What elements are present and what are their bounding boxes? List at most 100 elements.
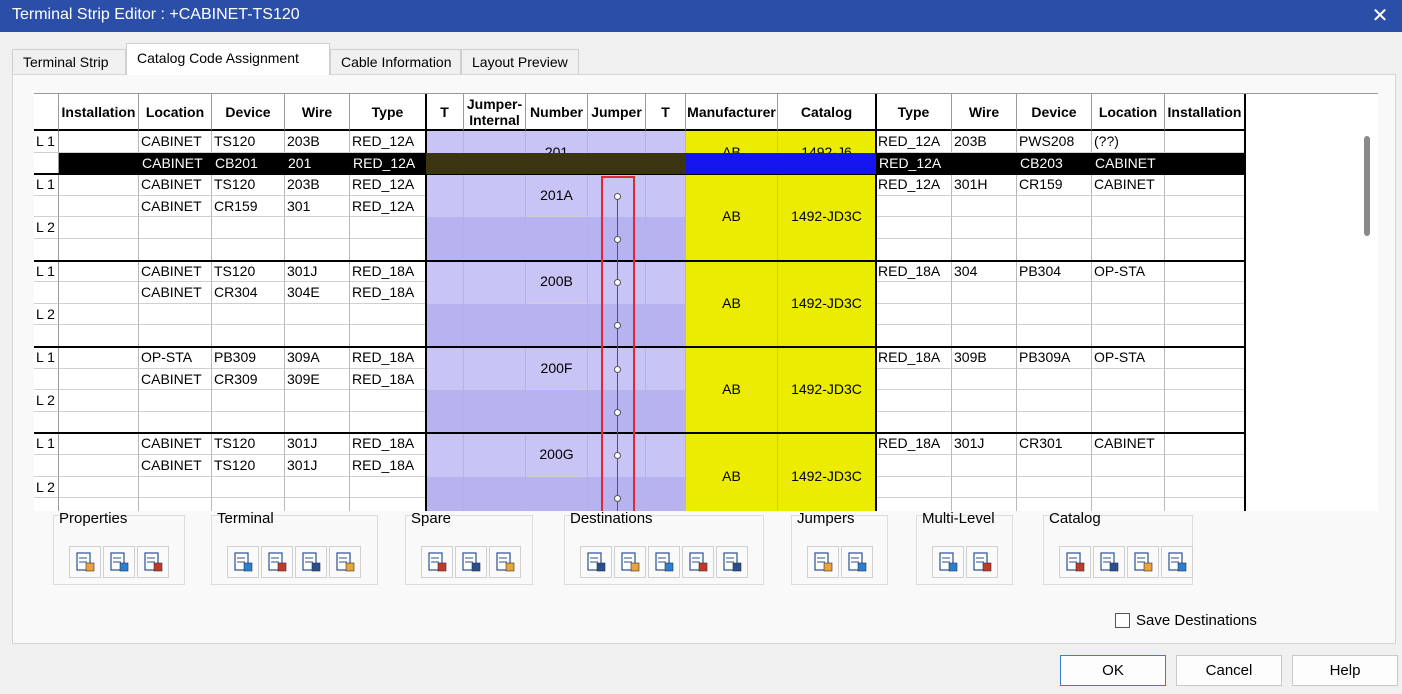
left-cell[interactable]: CABINET (139, 433, 212, 455)
left-cell[interactable] (212, 303, 285, 326)
left-cell[interactable]: RED_12A (350, 195, 426, 218)
right-cell[interactable] (876, 303, 952, 326)
right-cell[interactable] (1017, 195, 1092, 218)
renumber-terminal-button[interactable] (227, 546, 259, 578)
middle-cell[interactable] (646, 217, 686, 239)
left-cell[interactable] (285, 325, 350, 347)
left-cell[interactable]: CABINET (139, 131, 212, 153)
catalog-cell[interactable]: 1492-JD3C (778, 433, 876, 511)
right-cell[interactable]: CABINET (1092, 174, 1165, 196)
middle-cell[interactable] (426, 174, 464, 196)
right-cell[interactable] (1092, 498, 1165, 511)
right-cell[interactable] (1017, 239, 1092, 261)
right-cell[interactable] (1165, 455, 1245, 477)
manufacturer-cell[interactable]: AB (686, 174, 778, 261)
right-cell[interactable]: PB304 (1017, 260, 1092, 283)
manufacturer-cell[interactable]: AB (686, 260, 778, 347)
right-cell[interactable] (1017, 411, 1092, 434)
right-cell[interactable] (952, 498, 1017, 511)
middle-cell[interactable] (464, 476, 526, 499)
add-jumper-button[interactable] (807, 546, 839, 578)
cancel-button[interactable]: Cancel (1176, 655, 1282, 686)
right-cell[interactable] (1165, 217, 1245, 239)
middle-cell[interactable] (646, 455, 686, 477)
right-cell[interactable] (1165, 325, 1245, 347)
right-cell[interactable]: RED_12A (876, 174, 952, 196)
left-cell[interactable] (59, 217, 139, 239)
left-cell[interactable] (350, 476, 426, 499)
middle-cell[interactable] (646, 411, 686, 434)
left-cell[interactable] (139, 390, 212, 412)
header-right-wire[interactable]: Wire (952, 94, 1017, 131)
help-button[interactable]: Help (1292, 655, 1398, 686)
right-cell[interactable] (1017, 455, 1092, 477)
left-cell[interactable] (285, 239, 350, 261)
left-cell[interactable]: TS120 (212, 260, 285, 283)
middle-cell[interactable] (426, 368, 464, 391)
move-terminal-button[interactable] (261, 546, 293, 578)
left-cell[interactable]: 309E (285, 368, 350, 391)
right-cell[interactable] (1165, 239, 1245, 261)
left-cell[interactable] (350, 390, 426, 412)
left-cell[interactable] (285, 303, 350, 326)
left-cell[interactable] (59, 239, 139, 261)
left-cell[interactable] (59, 347, 139, 369)
right-cell[interactable]: CABINET (1092, 433, 1165, 455)
delete-catalog-button[interactable] (1093, 546, 1125, 578)
left-cell[interactable]: CABINET (139, 195, 212, 218)
right-cell[interactable]: PB309A (1017, 347, 1092, 369)
left-cell[interactable]: CR309 (212, 368, 285, 391)
jumper-node[interactable] (614, 279, 621, 287)
right-cell[interactable]: 203B (952, 131, 1017, 153)
left-cell[interactable] (59, 390, 139, 412)
middle-cell[interactable] (426, 476, 464, 499)
terminal-number[interactable]: 200B (526, 260, 588, 304)
right-cell[interactable] (1092, 368, 1165, 391)
left-cell[interactable] (285, 390, 350, 412)
catalog-cell[interactable]: 1492-JD3C (778, 174, 876, 261)
left-cell[interactable] (285, 498, 350, 511)
header-middle-number[interactable]: Number (526, 94, 588, 131)
right-cell[interactable] (1165, 411, 1245, 434)
right-cell[interactable] (1165, 282, 1245, 304)
right-cell[interactable] (1165, 476, 1245, 499)
left-cell[interactable]: RED_18A (350, 347, 426, 369)
right-cell[interactable] (952, 217, 1017, 239)
middle-cell[interactable] (646, 433, 686, 455)
middle-cell[interactable] (464, 195, 526, 218)
right-cell[interactable]: OP-STA (1092, 260, 1165, 283)
middle-cell[interactable] (464, 303, 526, 326)
left-cell[interactable]: RED_18A (350, 282, 426, 304)
left-cell[interactable] (139, 411, 212, 434)
left-cell[interactable]: CABINET (139, 282, 212, 304)
right-cell[interactable] (952, 455, 1017, 477)
move-destination-right-button[interactable] (682, 546, 714, 578)
right-cell[interactable] (1092, 217, 1165, 239)
jumper-node[interactable] (614, 452, 621, 459)
paste-properties-button[interactable] (137, 546, 169, 578)
left-cell[interactable]: CR304 (212, 282, 285, 304)
left-cell[interactable] (350, 411, 426, 434)
middle-cell[interactable] (464, 455, 526, 477)
right-cell[interactable] (1017, 498, 1092, 511)
middle-cell[interactable] (646, 282, 686, 304)
middle-cell[interactable] (646, 498, 686, 511)
right-cell[interactable] (1017, 303, 1092, 326)
left-cell[interactable] (59, 433, 139, 455)
edit-jumper-button[interactable] (841, 546, 873, 578)
left-cell[interactable]: PB309 (212, 347, 285, 369)
left-cell[interactable] (350, 303, 426, 326)
right-cell[interactable] (1165, 260, 1245, 283)
tab-catalog-code-assignment[interactable]: Catalog Code Assignment (126, 43, 330, 75)
left-cell[interactable]: 301J (285, 455, 350, 477)
middle-cell[interactable] (464, 174, 526, 196)
left-cell[interactable]: 301 (285, 195, 350, 218)
right-cell[interactable]: 301H (952, 174, 1017, 196)
header-left-type[interactable]: Type (350, 94, 426, 131)
middle-cell[interactable] (426, 239, 464, 261)
middle-cell[interactable] (464, 498, 526, 511)
middle-cell[interactable] (588, 131, 646, 153)
catalog-check-button[interactable] (1161, 546, 1193, 578)
jumper-node[interactable] (614, 236, 621, 243)
left-cell[interactable] (59, 498, 139, 511)
